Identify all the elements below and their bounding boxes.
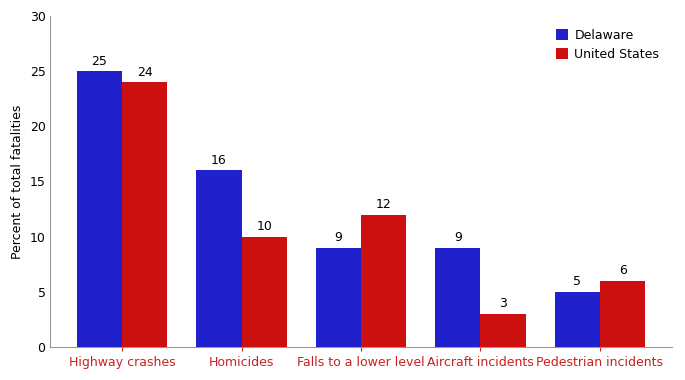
Bar — [122, 82, 168, 347]
Text: 5: 5 — [573, 276, 582, 288]
Y-axis label: Percent of total fatalities: Percent of total fatalities — [11, 104, 24, 259]
Text: 16: 16 — [211, 154, 227, 167]
Bar — [316, 248, 361, 347]
Bar — [480, 314, 526, 347]
Text: 9: 9 — [454, 231, 462, 244]
Legend: Delaware, United States: Delaware, United States — [549, 22, 665, 67]
Bar — [242, 237, 287, 347]
Text: 6: 6 — [619, 264, 627, 277]
Bar — [361, 215, 406, 347]
Text: 9: 9 — [334, 231, 342, 244]
Bar — [77, 71, 122, 347]
Bar — [435, 248, 480, 347]
Bar — [600, 281, 645, 347]
Text: 12: 12 — [376, 198, 392, 211]
Text: 25: 25 — [92, 55, 108, 68]
Bar — [555, 292, 600, 347]
Bar — [196, 171, 242, 347]
Text: 10: 10 — [256, 220, 272, 233]
Text: 3: 3 — [499, 298, 507, 310]
Text: 24: 24 — [137, 66, 153, 79]
